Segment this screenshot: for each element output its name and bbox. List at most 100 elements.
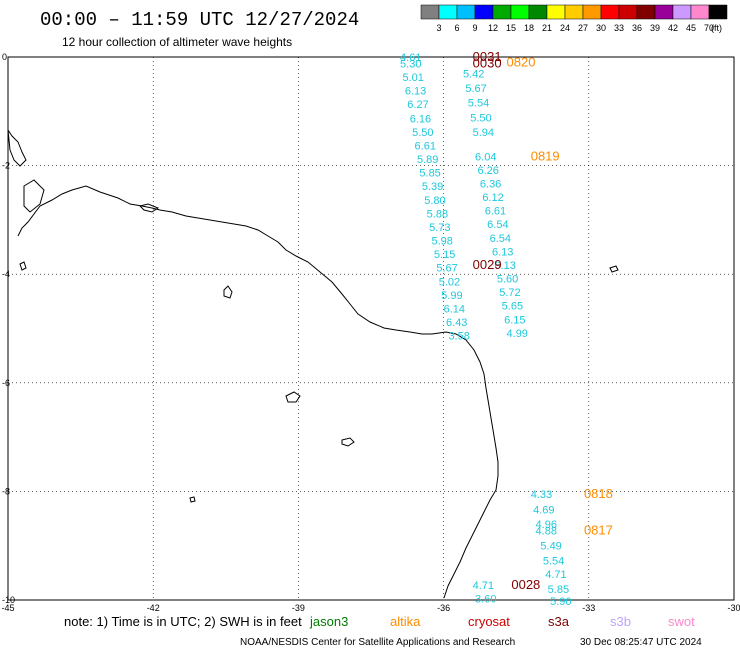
legend-altika: altika bbox=[390, 614, 421, 629]
pass-time-label: 0028 bbox=[511, 577, 540, 592]
scale-swatch bbox=[672, 4, 692, 20]
scale-swatch bbox=[654, 4, 674, 20]
x-tick-label: -42 bbox=[147, 603, 160, 613]
swh-value: 6.15 bbox=[504, 314, 525, 326]
swh-value: 3.60 bbox=[475, 593, 496, 605]
swh-value: 5.73 bbox=[429, 222, 450, 234]
swh-value: 5.49 bbox=[540, 541, 561, 553]
island-4 bbox=[223, 285, 233, 299]
y-tick-label: -2 bbox=[2, 161, 10, 171]
swh-value: 5.01 bbox=[402, 72, 423, 84]
swh-value: 6.13 bbox=[494, 260, 515, 272]
swh-value: 6.26 bbox=[477, 165, 498, 177]
scale-label: 42 bbox=[668, 23, 678, 33]
scale-swatch bbox=[546, 4, 566, 20]
swh-value: 4.88 bbox=[536, 525, 557, 537]
scale-label: 12 bbox=[488, 23, 498, 33]
legend-s3b: s3b bbox=[610, 614, 631, 629]
swh-value: 5.90 bbox=[550, 596, 571, 608]
scale-label: 15 bbox=[506, 23, 516, 33]
footer-note: note: 1) Time is in UTC; 2) SWH is in fe… bbox=[64, 614, 302, 629]
pass-time-label: 0817 bbox=[584, 522, 613, 537]
scale-swatch bbox=[528, 4, 548, 20]
swh-value: 5.02 bbox=[439, 276, 460, 288]
y-tick-label: -10 bbox=[2, 595, 15, 605]
map-subtitle: 12 hour collection of altimeter wave hei… bbox=[62, 35, 292, 49]
swh-value: 4.99 bbox=[507, 328, 528, 340]
y-tick-label: 0 bbox=[2, 52, 7, 62]
island-2 bbox=[23, 179, 45, 213]
swh-value: 6.43 bbox=[446, 317, 467, 329]
island-6 bbox=[341, 437, 355, 447]
grid-lines bbox=[8, 57, 734, 600]
swh-value: 5.50 bbox=[470, 112, 491, 124]
swh-value: 5.80 bbox=[424, 195, 445, 207]
scale-unit: (ft) bbox=[711, 23, 722, 33]
swh-value: 6.16 bbox=[410, 113, 431, 125]
scale-label: 30 bbox=[596, 23, 606, 33]
swh-value: 6.54 bbox=[487, 219, 508, 231]
pass-time-label: 0819 bbox=[531, 148, 560, 163]
swh-value: 6.14 bbox=[444, 303, 465, 315]
x-tick-label: -39 bbox=[292, 603, 305, 613]
swh-value: 4.71 bbox=[545, 569, 566, 581]
y-tick-label: -8 bbox=[2, 486, 10, 496]
color-scale: 3 6 9 12 15 18 21 24 27 30 33 36 39 42 45 70 bbox=[420, 4, 728, 33]
scale-label: 36 bbox=[632, 23, 642, 33]
scale-swatch bbox=[618, 4, 638, 20]
pass-time-label: 0029 bbox=[473, 257, 502, 272]
scale-label: 18 bbox=[524, 23, 534, 33]
scale-swatch bbox=[564, 4, 584, 20]
scale-label: 21 bbox=[542, 23, 552, 33]
legend-cryosat: cryosat bbox=[468, 614, 510, 629]
swh-value: 4.96 bbox=[536, 519, 557, 531]
swh-value: 6.04 bbox=[475, 151, 496, 163]
scale-swatch bbox=[708, 4, 728, 20]
island-5 bbox=[285, 391, 301, 403]
scale-swatch bbox=[492, 4, 512, 20]
swh-value: 4.33 bbox=[531, 489, 552, 501]
swh-value: 5.88 bbox=[427, 208, 448, 220]
scale-swatch bbox=[690, 4, 710, 20]
swh-value: 4.71 bbox=[473, 580, 494, 592]
swh-value: 6.27 bbox=[407, 99, 428, 111]
swh-value: 3.58 bbox=[448, 331, 469, 343]
island-1 bbox=[7, 129, 27, 167]
brazil-coastline bbox=[17, 185, 499, 599]
pass-time-label: 0818 bbox=[584, 486, 613, 501]
swh-value: 6.54 bbox=[490, 233, 511, 245]
scale-label: 27 bbox=[578, 23, 588, 33]
x-tick-label: -36 bbox=[437, 603, 450, 613]
y-tick-label: -4 bbox=[2, 269, 10, 279]
timestamp-text: 30 Dec 08:25:47 UTC 2024 bbox=[580, 637, 702, 648]
swh-value: 5.67 bbox=[465, 83, 486, 95]
y-tick-label: -6 bbox=[2, 378, 10, 388]
island-3 bbox=[139, 203, 160, 213]
scale-label: 6 bbox=[454, 23, 459, 33]
swh-value: 6.12 bbox=[482, 192, 503, 204]
swh-value: 5.54 bbox=[543, 555, 564, 567]
scale-swatch bbox=[474, 4, 494, 20]
satellite-legend: jason3 altika cryosat s3a s3b swot bbox=[309, 614, 695, 629]
scale-swatch bbox=[582, 4, 602, 20]
scale-label: 24 bbox=[560, 23, 570, 33]
pass-time-label: 0820 bbox=[507, 54, 536, 69]
credit-text: NOAA/NESDIS Center for Satellite Applica… bbox=[240, 637, 515, 648]
axis-ticks: -45 -42 -39 -36 -33 -30 0 -2 -4 -6 -8 -10 bbox=[1, 52, 740, 613]
swh-value: 5.30 bbox=[400, 59, 421, 71]
scale-label: 3 bbox=[436, 23, 441, 33]
pass-time-label: 0031 bbox=[473, 49, 502, 64]
pass-time-label: 0030 bbox=[473, 56, 502, 71]
swh-value: 5.72 bbox=[499, 287, 520, 299]
swh-value: 5.60 bbox=[497, 274, 518, 286]
scale-label: 39 bbox=[650, 23, 660, 33]
map-frame bbox=[7, 56, 735, 601]
island-9 bbox=[189, 496, 196, 503]
x-tick-label: -30 bbox=[727, 603, 740, 613]
swh-value: 5.85 bbox=[548, 584, 569, 596]
map-title: 00:00 – 11:59 UTC 12/27/2024 bbox=[40, 9, 359, 31]
scale-swatch bbox=[510, 4, 530, 20]
swh-value: 5.39 bbox=[422, 181, 443, 193]
scale-label: 33 bbox=[614, 23, 624, 33]
